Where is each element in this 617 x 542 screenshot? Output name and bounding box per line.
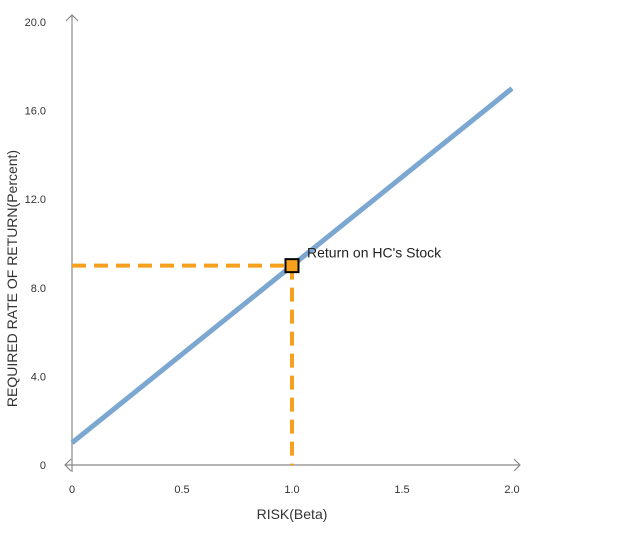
y-axis-title: REQUIRED RATE OF RETURN(Percent)	[4, 150, 20, 407]
x-tick-label: 1.0	[284, 484, 299, 496]
guide-lines	[72, 263, 294, 465]
x-tick-label: 0.5	[174, 484, 189, 496]
y-tick-label: 8.0	[31, 283, 46, 295]
highlight-point-marker[interactable]	[284, 258, 300, 274]
y-tick-label: 12.0	[25, 194, 46, 206]
y-tick-label: 16.0	[25, 106, 46, 118]
x-tick-labels: 0 0.5 1.0 1.5 2.0	[69, 484, 520, 496]
x-axis-arrow-right	[513, 458, 521, 472]
y-tick-label: 4.0	[31, 371, 46, 383]
y-axis-arrow-top	[65, 14, 79, 22]
y-tick-labels: 0 4.0 8.0 12.0 16.0 20.0	[25, 17, 46, 472]
highlight-point-label: Return on HC's Stock	[307, 245, 442, 261]
x-axis-arrow-left	[64, 458, 72, 472]
x-tick-label: 2.0	[504, 484, 519, 496]
y-tick-label: 0	[40, 460, 46, 472]
x-axis-title: RISK(Beta)	[257, 506, 328, 522]
y-tick-label: 20.0	[25, 17, 46, 29]
x-tick-label: 1.5	[394, 484, 409, 496]
x-tick-label: 0	[69, 484, 75, 496]
